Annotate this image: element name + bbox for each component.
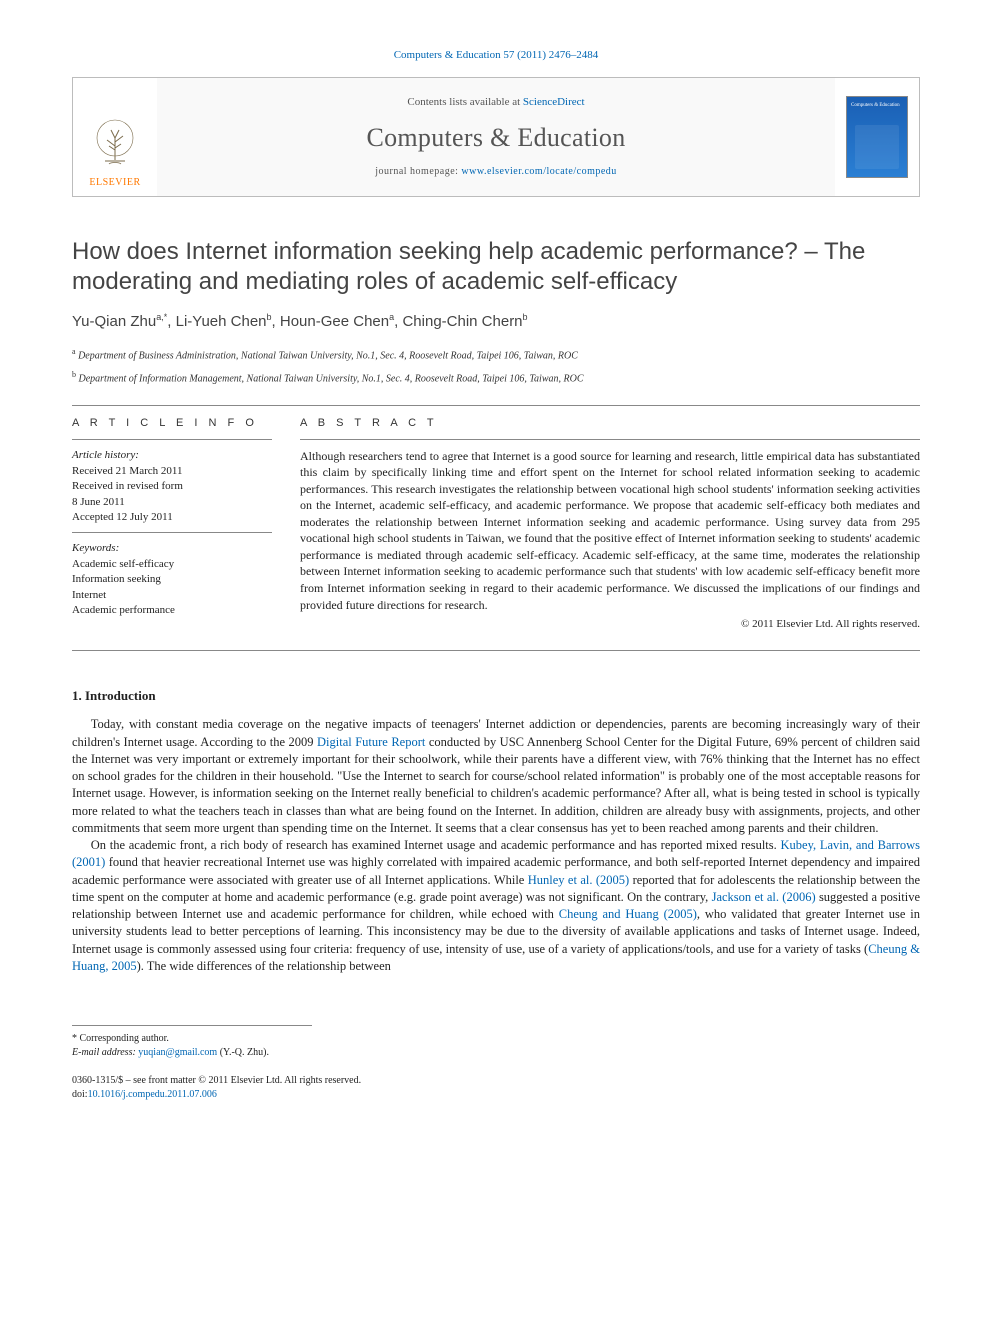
citation-header-link[interactable]: Computers & Education 57 (2011) 2476–248… [394,49,599,61]
ref-jackson-2006[interactable]: Jackson et al. (2006) [712,890,816,904]
author-4-name: Ching-Chin Chern [402,313,522,330]
corresponding-author-note: * Corresponding author. [72,1032,312,1046]
info-hr-2 [72,532,272,533]
author-4: Ching-Chin Chernb [402,313,527,330]
corresponding-email-line: E-mail address: yuqian@gmail.com (Y.-Q. … [72,1046,312,1060]
article-history-title: Article history: [72,448,272,463]
keywords-title: Keywords: [72,541,272,556]
email-label: E-mail address: [72,1047,136,1058]
article-title: How does Internet information seeking he… [72,237,920,297]
info-abstract-row: A R T I C L E I N F O Article history: R… [72,416,920,632]
author-3: Houn-Gee Chena [280,313,394,330]
abstract-copyright: © 2011 Elsevier Ltd. All rights reserved… [300,617,920,632]
abstract-hr [300,439,920,440]
intro-para-1: Today, with constant media coverage on t… [72,716,920,837]
author-2-affil: b [267,312,272,322]
history-line-3: Accepted 12 July 2011 [72,510,272,525]
keyword-1: Information seeking [72,572,272,587]
doi-link[interactable]: 10.1016/j.compedu.2011.07.006 [88,1089,217,1100]
section-1-heading: 1. Introduction [72,687,920,705]
author-1-corresponding-mark: * [164,312,168,322]
cover-thumb-title: Computers & Education [851,103,903,109]
history-line-0: Received 21 March 2011 [72,464,272,479]
author-1: Yu-Qian Zhua,* [72,313,167,330]
ref-cheung-huang-2005a[interactable]: Cheung and Huang (2005) [559,907,697,921]
abstract-column: A B S T R A C T Although researchers ten… [300,416,920,632]
doi-line: doi:10.1016/j.compedu.2011.07.006 [72,1088,920,1102]
affiliation-a-sup: a [72,347,76,356]
citation-header: Computers & Education 57 (2011) 2476–248… [72,48,920,63]
sciencedirect-link[interactable]: ScienceDirect [523,96,585,108]
abstract-heading: A B S T R A C T [300,416,920,431]
author-2: Li-Yueh Chenb [176,313,272,330]
affiliation-a: a Department of Business Administration,… [72,346,920,363]
article-info-heading: A R T I C L E I N F O [72,416,272,431]
affiliation-a-text: Department of Business Administration, N… [78,350,578,361]
journal-cover-thumb: Computers & Education [846,96,908,178]
elsevier-tree-icon [87,116,143,172]
para1-seg2: conducted by USC Annenberg School Center… [72,735,920,835]
banner-center: Contents lists available at ScienceDirec… [157,78,835,196]
history-line-2: 8 June 2011 [72,495,272,510]
keyword-0: Academic self-efficacy [72,557,272,572]
divider-bottom [72,650,920,651]
cover-thumb-body [855,125,899,169]
journal-homepage-line: journal homepage: www.elsevier.com/locat… [375,165,617,179]
elsevier-label: ELSEVIER [89,176,140,190]
intro-para-2: On the academic front, a rich body of re… [72,837,920,975]
article-history-block: Article history: Received 21 March 2011 … [72,448,272,526]
footnotes: * Corresponding author. E-mail address: … [72,1025,312,1060]
author-3-affil: a [389,312,394,322]
homepage-pre: journal homepage: [375,166,461,177]
para2-seg1: On the academic front, a rich body of re… [91,838,781,852]
ref-digital-future-report[interactable]: Digital Future Report [317,735,425,749]
doi-label: doi: [72,1089,88,1100]
affiliation-b: b Department of Information Management, … [72,369,920,386]
author-1-affil: a, [156,312,164,322]
info-hr-1 [72,439,272,440]
journal-homepage-link[interactable]: www.elsevier.com/locate/compedu [461,166,616,177]
banner-publisher-cell: ELSEVIER [73,78,157,196]
author-list: Yu-Qian Zhua,*, Li-Yueh Chenb, Houn-Gee … [72,311,920,332]
para2-seg6: ). The wide differences of the relations… [137,959,391,973]
banner-cover-cell: Computers & Education [835,78,919,196]
author-4-affil: b [523,312,528,322]
author-1-name: Yu-Qian Zhu [72,313,156,330]
affiliation-b-text: Department of Information Management, Na… [79,374,584,385]
ref-hunley-2005[interactable]: Hunley et al. (2005) [528,873,629,887]
history-line-1: Received in revised form [72,479,272,494]
author-2-name: Li-Yueh Chen [176,313,267,330]
keyword-2: Internet [72,588,272,603]
contents-available-line: Contents lists available at ScienceDirec… [407,95,584,110]
keyword-3: Academic performance [72,603,272,618]
email-who: (Y.-Q. Zhu). [220,1047,269,1058]
contents-pre: Contents lists available at [407,96,522,108]
corresponding-email[interactable]: yuqian@gmail.com [138,1047,217,1058]
divider-top [72,405,920,406]
abstract-text: Although researchers tend to agree that … [300,448,920,613]
journal-banner: ELSEVIER Contents lists available at Sci… [72,77,920,197]
footer-meta: 0360-1315/$ – see front matter © 2011 El… [72,1074,920,1102]
affiliation-b-sup: b [72,370,76,379]
keywords-block: Keywords: Academic self-efficacy Informa… [72,541,272,619]
issn-line: 0360-1315/$ – see front matter © 2011 El… [72,1074,920,1088]
article-info-column: A R T I C L E I N F O Article history: R… [72,416,272,632]
journal-name: Computers & Education [366,120,625,155]
author-3-name: Houn-Gee Chen [280,313,389,330]
